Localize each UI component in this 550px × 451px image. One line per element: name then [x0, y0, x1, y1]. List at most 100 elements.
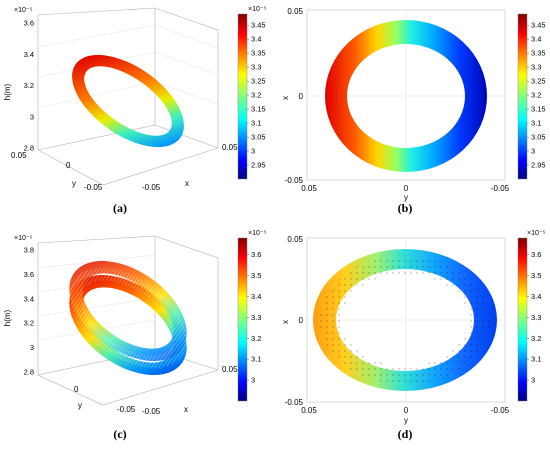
panel-c-z-tick-5: 2.8 — [24, 368, 34, 377]
panel-a-z-exponent: ×10⁻⁵ — [14, 7, 33, 14]
panel-b-colorbar-tick-5: 3.2 — [531, 91, 541, 100]
panel-c-colorbar-ticks: 3.6 3.5 3.4 3.3 3.2 3.1 3 — [247, 250, 261, 385]
panel-a-xlabel: x — [185, 179, 189, 188]
panel-a-z-tick-2: 3.2 — [24, 81, 34, 90]
panel-a-colorbar-tick-3: 3.3 — [251, 63, 261, 72]
panel-d: 0.05 0 -0.05 x 0.05 0 -0.05 y ×10⁻⁵ 3.63… — [281, 230, 546, 441]
panel-c-colorbar-exponent: ×10⁻⁵ — [248, 230, 267, 237]
panel-d-colorbar-tick-2: 3.4 — [531, 292, 541, 301]
panel-d-x-tick-2: -0.05 — [491, 406, 510, 415]
panel-c-z-tick-3: 3.2 — [24, 319, 34, 328]
panel-a-x-tick-1: 0.05 — [222, 143, 238, 152]
panel-b-label: (b) — [398, 201, 413, 215]
panel-c-y-tick-1: -0.05 — [117, 405, 136, 414]
panel-a-colorbar-tick-0: 3.45 — [251, 21, 266, 30]
panel-b-x-tick-2: -0.05 — [491, 184, 510, 193]
panel-b-xlabel: y — [404, 193, 408, 202]
panel-a: ×10⁻⁵ h(m) 3.63.43.232.8 0.05 0 -0.05 y … — [3, 6, 267, 215]
panel-a-y-tick-2: -0.05 — [84, 183, 103, 192]
panel-a-colorbar-tick-4: 3.25 — [251, 77, 266, 86]
panel-b-ring-surface — [325, 20, 487, 172]
panel-c-z-tick-2: 3.4 — [24, 294, 34, 303]
panel-a-ylabel: y — [72, 179, 76, 188]
panel-a-label: (a) — [113, 201, 127, 215]
panel-c-colorbar-tick-2: 3.4 — [251, 292, 261, 301]
panel-a-axes-box — [37, 7, 219, 186]
panel-d-colorbar-tick-4: 3.2 — [531, 334, 541, 343]
panel-c-colorbar-tick-0: 3.6 — [251, 250, 261, 259]
panel-c-zlabel: h(m) — [3, 309, 12, 326]
panel-b-colorbar-tick-6: 3.15 — [531, 105, 546, 114]
panel-b-y-tick-0: 0.05 — [287, 7, 303, 16]
panel-a-zlabel: h(m) — [3, 83, 12, 100]
panel-c-colorbar-tick-3: 3.3 — [251, 313, 261, 322]
panel-a-z-tick-3: 3 — [30, 112, 34, 121]
panel-b-colorbar-tick-9: 3 — [531, 147, 535, 156]
panel-d-colorbar — [517, 237, 528, 402]
panel-b-colorbar-tick-7: 3.1 — [531, 119, 541, 128]
panel-c-axes-box — [37, 235, 219, 406]
panel-c-ring-surface — [69, 260, 187, 376]
panel-a-colorbar-tick-7: 3.1 — [251, 119, 261, 128]
panel-d-y-tick-0: 0.05 — [287, 235, 303, 244]
panel-b-y-tick-1: 0 — [299, 92, 304, 101]
panel-c-colorbar-tick-5: 3.1 — [251, 355, 261, 364]
panel-b-colorbar-tick-4: 3.25 — [531, 77, 546, 86]
panel-d-colorbar-ticks: 3.6 3.5 3.4 3.3 3.2 3.1 3 — [527, 250, 541, 385]
panel-a-x-tick-0: -0.05 — [142, 183, 161, 192]
panel-a-y-tick-0: 0.05 — [11, 151, 27, 160]
panel-a-colorbar-exponent: ×10⁻⁵ — [248, 6, 267, 13]
panel-d-colorbar-tick-6: 3 — [531, 376, 535, 385]
panel-c-xlabel: x — [184, 405, 188, 414]
panel-a-colorbar-ticks: 3.45 3.4 3.35 3.3 3.25 3.2 3.15 3.1 3.05 3 2.95 — [247, 21, 266, 170]
panel-d-x-tick-0: 0.05 — [301, 406, 317, 415]
panel-b-ylabel: x — [281, 96, 290, 100]
panel-b-colorbar-ticks: 3.45 3.4 3.35 3.3 3.25 3.2 3.15 3.1 3.05 3 2.95 — [527, 21, 546, 170]
panel-c-label: (c) — [113, 427, 126, 441]
panel-d-xlabel: y — [404, 416, 408, 425]
panel-b-colorbar — [517, 13, 528, 180]
panel-a-y-tick-1: 0 — [66, 161, 71, 170]
panel-a-z-ticks: 3.6 3.4 3.2 3 2.8 — [24, 19, 34, 153]
panel-a-colorbar-tick-9: 3 — [251, 147, 255, 156]
panel-c-z-tick-0: 3.8 — [24, 246, 34, 255]
panel-d-y-tick-1: 0 — [299, 316, 304, 325]
panel-b-x-tick-1: 0 — [404, 184, 409, 193]
panel-c-x-tick-1: 0.05 — [222, 365, 238, 374]
panel-a-colorbar-tick-1: 3.4 — [251, 35, 261, 44]
panel-c-x-tick-0: -0.05 — [142, 407, 161, 416]
panel-b-colorbar-tick-10: 2.95 — [531, 161, 546, 170]
panel-c-colorbar-tick-4: 3.2 — [251, 334, 261, 343]
panel-a-colorbar-tick-2: 3.35 — [251, 49, 266, 58]
panel-d-ylabel: x — [281, 320, 290, 324]
panel-b-x-tick-0: 0.05 — [301, 184, 317, 193]
panel-d-colorbar-tick-1: 3.5 — [531, 271, 541, 280]
panel-a-z-tick-1: 3.4 — [24, 50, 34, 59]
panel-c-ylabel: y — [78, 401, 82, 410]
panel-a-colorbar-tick-5: 3.2 — [251, 91, 261, 100]
panel-b-colorbar-tick-0: 3.45 — [531, 21, 546, 30]
panel-a-z-tick-4: 2.8 — [24, 144, 34, 153]
panel-d-x-tick-1: 0 — [404, 406, 409, 415]
panel-c-z-tick-1: 3.6 — [24, 270, 34, 279]
panel-b-y-tick-2: -0.05 — [285, 176, 304, 185]
panel-b-colorbar-tick-1: 3.4 — [531, 35, 541, 44]
panel-a-colorbar-tick-10: 2.95 — [251, 161, 266, 170]
panel-c-colorbar — [237, 237, 248, 402]
panel-c-z-ticks: 3.8 3.6 3.4 3.2 3 2.8 — [24, 246, 34, 377]
panel-c: ×10⁻⁵ h(m) 3.8 3.6 3.4 3.2 3 2.8 0 -0.05 y -0… — [3, 230, 267, 441]
panel-d-y-tick-2: -0.05 — [285, 398, 304, 407]
panel-c-y-tick-0: 0 — [74, 385, 79, 394]
panel-b: 0.05 0 -0.05 x 0.05 0 -0.05 y 3.45 3.4 3.3… — [281, 7, 546, 215]
panel-c-z-exponent: ×10⁻⁵ — [14, 235, 33, 242]
panel-a-z-tick-0: 3.6 — [24, 19, 34, 28]
panel-d-colorbar-exponent: ×10⁻⁵ — [527, 230, 546, 237]
panel-a-ring-surface — [72, 54, 184, 148]
panel-c-colorbar-tick-1: 3.5 — [251, 271, 261, 280]
panel-b-colorbar-tick-3: 3.3 — [531, 63, 541, 72]
panel-a-colorbar-tick-8: 3.05 — [251, 133, 266, 142]
panel-d-label: (d) — [398, 427, 413, 441]
panel-a-colorbar — [237, 13, 248, 180]
panel-b-colorbar-tick-2: 3.35 — [531, 49, 546, 58]
